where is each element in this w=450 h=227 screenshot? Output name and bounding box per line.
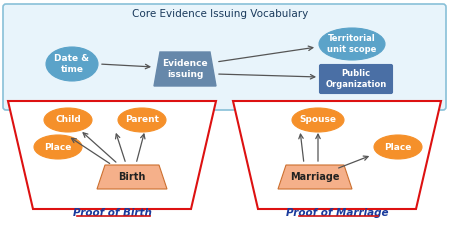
Text: Marriage: Marriage <box>290 172 340 182</box>
FancyBboxPatch shape <box>3 4 446 110</box>
Text: Public
Organization: Public Organization <box>325 69 387 89</box>
Text: Place: Place <box>44 143 72 151</box>
Text: Child: Child <box>55 116 81 124</box>
Text: Evidence
issuing: Evidence issuing <box>162 59 208 79</box>
Text: Proof of Birth: Proof of Birth <box>72 208 152 218</box>
Text: Parent: Parent <box>125 116 159 124</box>
Text: Proof of Marriage: Proof of Marriage <box>286 208 388 218</box>
Ellipse shape <box>292 108 344 132</box>
Ellipse shape <box>118 108 166 132</box>
Text: Place: Place <box>384 143 412 151</box>
Ellipse shape <box>34 135 82 159</box>
Ellipse shape <box>44 108 92 132</box>
Text: Birth: Birth <box>118 172 146 182</box>
Text: Spouse: Spouse <box>300 116 337 124</box>
Polygon shape <box>233 101 441 209</box>
Polygon shape <box>8 101 216 209</box>
Ellipse shape <box>319 28 385 60</box>
Ellipse shape <box>374 135 422 159</box>
Text: Core Evidence Issuing Vocabulary: Core Evidence Issuing Vocabulary <box>132 9 308 19</box>
FancyBboxPatch shape <box>320 64 392 94</box>
Text: Date &
time: Date & time <box>54 54 90 74</box>
Text: Territorial
unit scope: Territorial unit scope <box>327 34 377 54</box>
Polygon shape <box>154 52 216 86</box>
Ellipse shape <box>46 47 98 81</box>
Polygon shape <box>97 165 167 189</box>
Polygon shape <box>278 165 352 189</box>
